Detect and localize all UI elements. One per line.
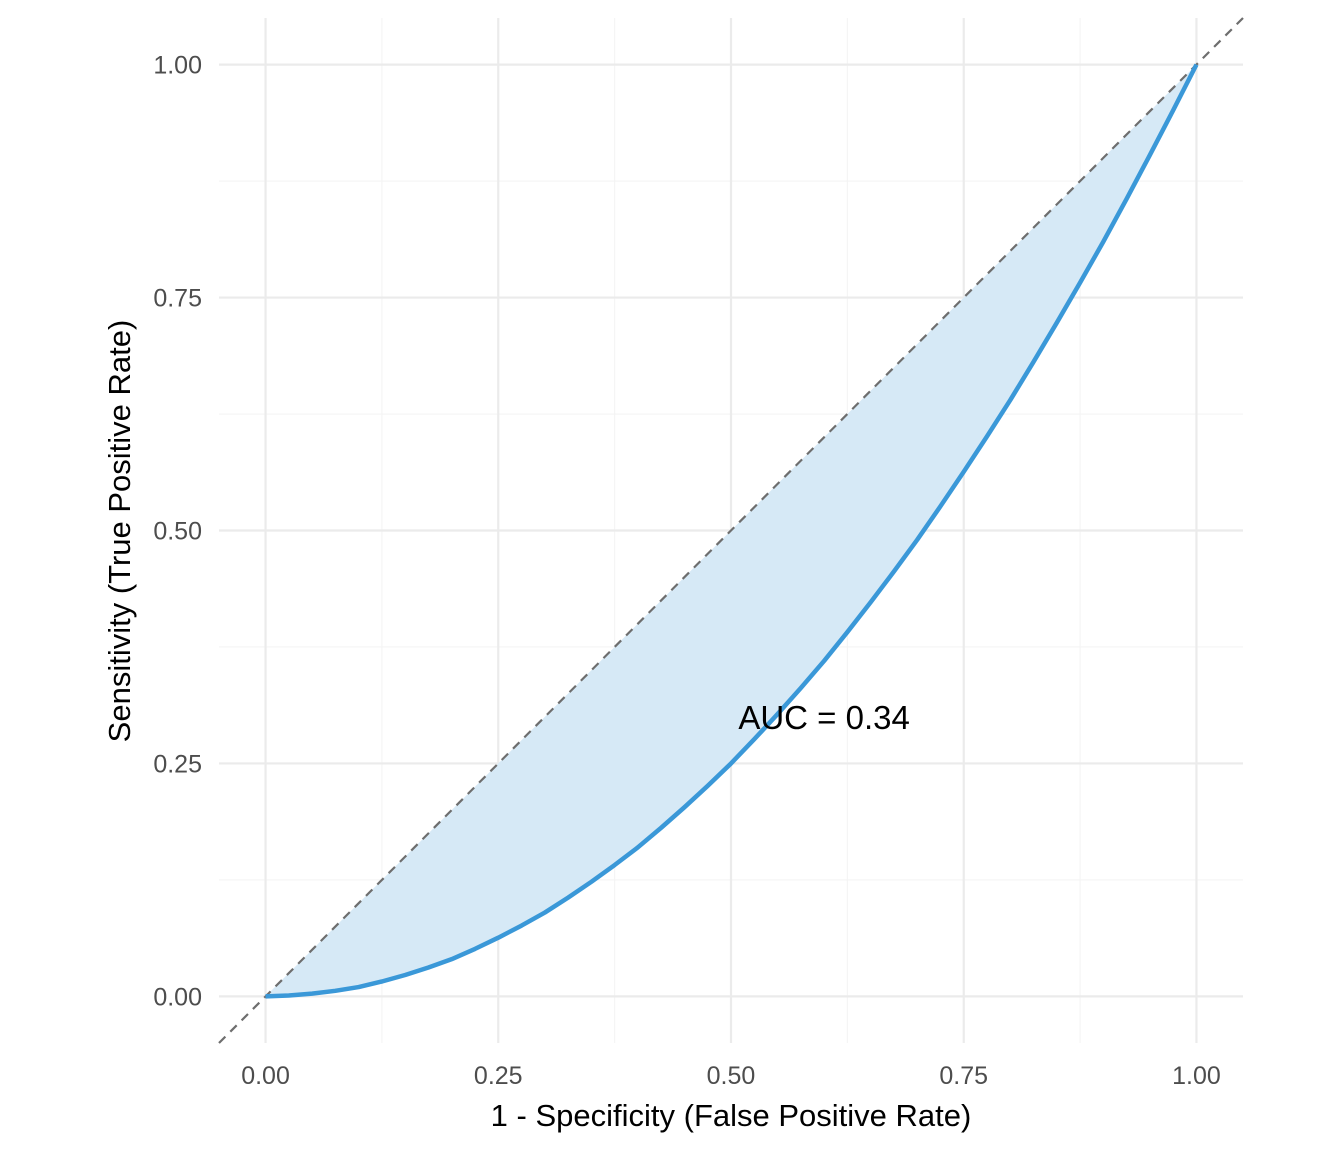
- reference-diagonal-line: [218, 17, 1244, 1044]
- x-tick-label: 0.75: [939, 1062, 988, 1090]
- y-tick-label: 0.00: [153, 983, 202, 1011]
- roc-curve-line: [265, 63, 1199, 999]
- y-axis-title: Sensitivity (True Positive Rate): [102, 320, 137, 743]
- y-tick-label: 0.50: [153, 518, 202, 546]
- x-tick-label: 1.00: [1172, 1062, 1221, 1090]
- y-tick-label: 1.00: [153, 52, 202, 80]
- x-tick-label: 0.25: [474, 1062, 523, 1090]
- x-axis-title: 1 - Specificity (False Positive Rate): [491, 1098, 972, 1133]
- x-tick-label: 0.00: [241, 1062, 290, 1090]
- auc-annotation: AUC = 0.34: [738, 699, 910, 736]
- x-tick-label: 0.50: [707, 1062, 756, 1090]
- y-tick-label: 0.75: [153, 285, 202, 313]
- y-axis-tick-labels: 0.00 0.25 0.50 0.75 1.00: [153, 52, 202, 1012]
- y-tick-label: 0.25: [153, 750, 202, 778]
- x-axis-tick-labels: 0.00 0.25 0.50 0.75 1.00: [241, 1062, 1221, 1090]
